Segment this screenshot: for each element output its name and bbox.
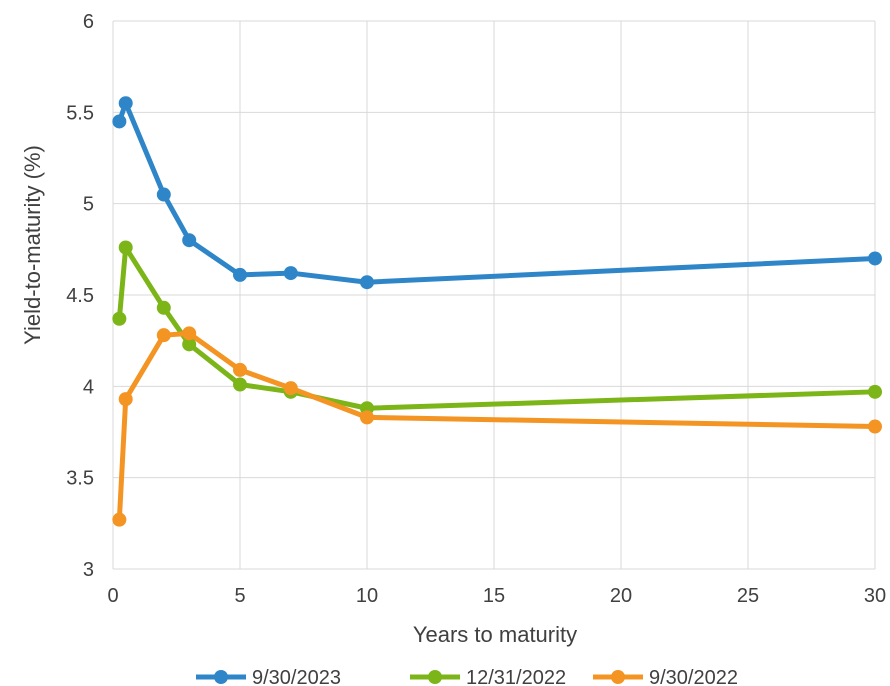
legend: 9/30/2023 12/31/2022 9/30/2022 [196, 667, 738, 686]
x-tick-label: 10 [356, 585, 378, 607]
legend-item: 9/30/2023 [196, 667, 341, 686]
legend-item: 9/30/2022 [593, 667, 738, 686]
data-point [283, 266, 298, 281]
x-tick-label: 0 [107, 585, 118, 607]
legend-swatch-marker [611, 670, 625, 684]
y-axis-label: Yield-to-maturity (%) [20, 145, 45, 345]
y-tick-label: 6 [83, 11, 94, 33]
y-tick-label: 3 [83, 559, 94, 581]
axes: 3 3.5 4 4.5 5 5.5 6 0 5 10 15 20 25 30 [66, 11, 886, 607]
data-point [868, 251, 882, 266]
data-point [112, 512, 127, 527]
y-tick-label: 3.5 [66, 468, 94, 490]
data-point [112, 114, 127, 129]
data-point [182, 326, 197, 341]
data-point [233, 362, 247, 377]
y-tick-label: 4.5 [66, 285, 94, 307]
legend-swatch-marker [214, 670, 228, 684]
data-point [233, 377, 247, 392]
data-point [868, 419, 882, 434]
legend-label: 9/30/2022 [649, 667, 738, 686]
data-point [360, 410, 374, 425]
legend-label: 9/30/2023 [252, 667, 341, 686]
y-tick-label: 5 [83, 194, 94, 216]
grid [113, 20, 876, 569]
series-9-30-2022 [112, 326, 882, 527]
y-tick-label: 4 [83, 376, 94, 398]
legend-item: 12/31/2022 [410, 667, 566, 686]
legend-label: 12/31/2022 [466, 667, 566, 686]
x-tick-label: 30 [864, 585, 886, 607]
data-point [360, 275, 374, 290]
data-point [156, 300, 171, 315]
y-tick-label: 5.5 [66, 102, 94, 124]
x-axis-label: Years to maturity [413, 622, 577, 647]
data-point [118, 240, 133, 255]
x-tick-label: 20 [610, 585, 632, 607]
series-line [116, 100, 878, 285]
data-point [156, 328, 171, 343]
x-tick-label: 25 [737, 585, 759, 607]
series-9-30-2023 [112, 96, 882, 290]
data-point [156, 187, 171, 202]
series-line [116, 245, 878, 411]
data-point [868, 384, 882, 399]
data-point [283, 381, 298, 396]
x-tick-label: 5 [234, 585, 245, 607]
x-tick-label: 15 [483, 585, 505, 607]
series-line [116, 330, 878, 523]
data-point [112, 311, 127, 326]
data-point [182, 233, 197, 248]
legend-swatch-marker [428, 670, 442, 684]
data-point [182, 337, 197, 352]
data-point [118, 392, 133, 407]
series-layer [112, 96, 882, 527]
data-point [118, 96, 133, 111]
data-point [233, 267, 247, 282]
